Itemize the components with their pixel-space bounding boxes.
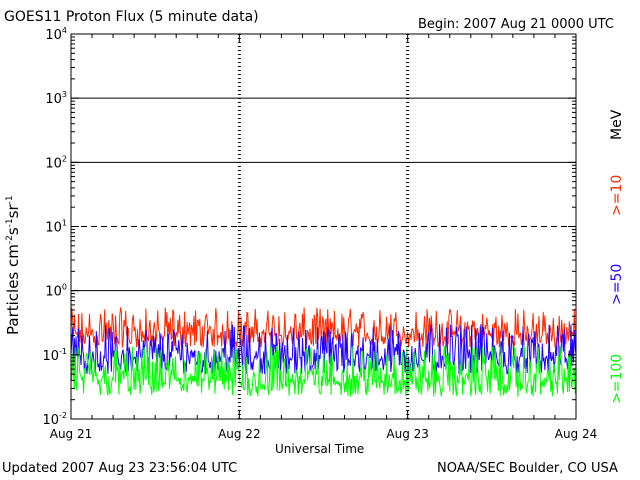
series-line-1 [70, 307, 577, 349]
source-label: NOAA/SEC Boulder, CO USA [437, 461, 618, 476]
legend-ge10: >=10 [609, 174, 625, 216]
x-tick-label: Aug 21 [50, 427, 93, 441]
legend-ge50: >=50 [609, 263, 625, 305]
y-tick-label: 101 [45, 219, 67, 236]
chart-title: GOES11 Proton Flux (5 minute data) [4, 9, 259, 25]
y-tick-label: 10-2 [42, 411, 67, 428]
y-tick-label: 103 [45, 90, 67, 107]
y-tick-label: 104 [45, 26, 67, 43]
series-line-3 [70, 345, 577, 397]
legend-ge100: >=100 [609, 353, 625, 404]
begin-time-label: Begin: 2007 Aug 21 0000 UTC [418, 17, 614, 32]
units-label: MeV [609, 109, 625, 140]
y-tick-label: 10-1 [42, 347, 67, 364]
x-tick-label: Aug 22 [218, 427, 261, 441]
updated-timestamp: Updated 2007 Aug 23 23:56:04 UTC [2, 461, 238, 476]
x-axis-title: Universal Time [275, 442, 365, 456]
x-tick-label: Aug 24 [555, 427, 598, 441]
x-tick-label: Aug 23 [386, 427, 429, 441]
y-axis-label: Particles cm-2s-1sr-1 [4, 195, 22, 335]
y-tick-label: 102 [45, 154, 67, 171]
y-tick-label: 100 [45, 283, 67, 300]
